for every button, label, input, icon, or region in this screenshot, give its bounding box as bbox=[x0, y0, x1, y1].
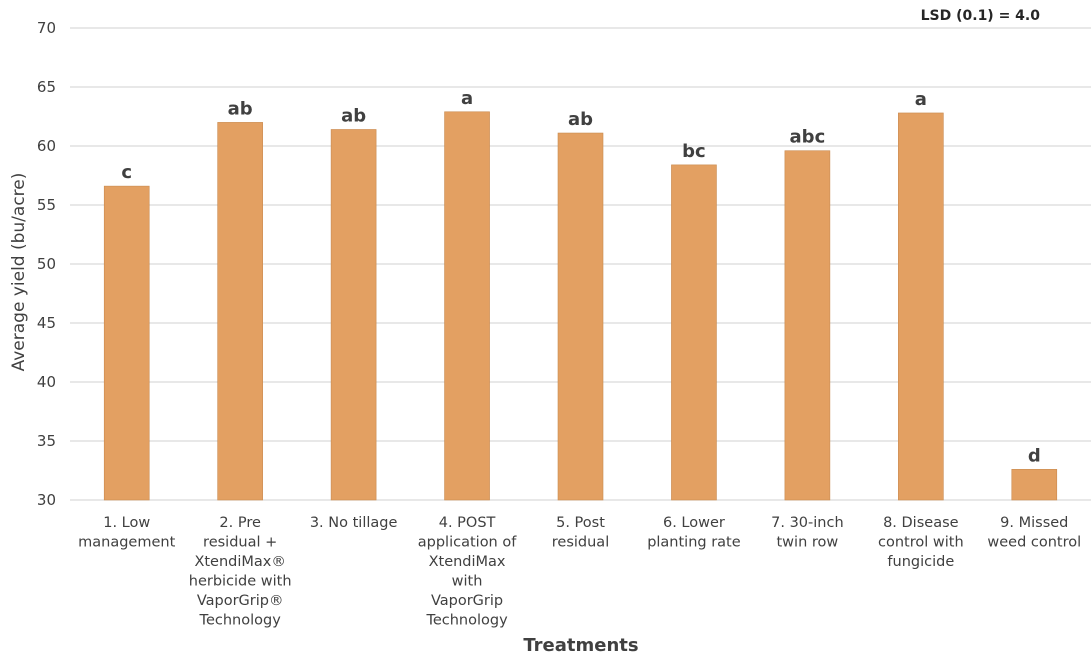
y-tick-label: 60 bbox=[37, 137, 56, 155]
x-category-label: 3. No tillage bbox=[310, 515, 398, 531]
y-tick-label: 70 bbox=[37, 19, 56, 37]
y-axis-title: Average yield (bu/acre) bbox=[9, 173, 29, 372]
x-category-label: XtendiMax bbox=[429, 554, 506, 570]
x-category-label: 2. Pre bbox=[219, 515, 261, 531]
data-label: a bbox=[915, 89, 927, 110]
bar bbox=[330, 129, 377, 501]
lsd-annotation: LSD (0.1) = 4.0 bbox=[921, 8, 1041, 24]
x-category-label: application of bbox=[418, 535, 517, 551]
bar bbox=[557, 132, 604, 501]
x-category-label: residual + bbox=[203, 535, 277, 551]
x-category-label: 9. Missed bbox=[1000, 515, 1068, 531]
x-category-labels: 1. Low management 2. Pre residual + XtendiMa… bbox=[78, 515, 1081, 629]
bars bbox=[103, 111, 1058, 501]
y-tick-label: 40 bbox=[37, 373, 56, 391]
x-category-label: 5. Post bbox=[556, 515, 605, 531]
x-category-label: management bbox=[78, 535, 175, 551]
x-category-label: VaporGrip bbox=[431, 593, 503, 609]
data-label: c bbox=[121, 162, 132, 183]
bar bbox=[1011, 469, 1058, 501]
x-category-label: 7. 30-inch bbox=[771, 515, 844, 531]
x-category-label: 1. Low bbox=[103, 515, 150, 531]
data-label: a bbox=[461, 88, 473, 109]
data-label: abc bbox=[790, 127, 826, 148]
y-tick-label: 50 bbox=[37, 255, 56, 273]
bar bbox=[103, 185, 150, 501]
data-label: ab bbox=[568, 109, 593, 130]
y-tick-labels: 30 35 40 45 50 55 60 65 70 bbox=[37, 19, 56, 509]
x-axis-title: Treatments bbox=[523, 635, 638, 656]
x-category-label: Technology bbox=[425, 613, 508, 629]
bar bbox=[217, 122, 263, 501]
y-tick-label: 65 bbox=[37, 78, 56, 96]
y-tick-label: 35 bbox=[37, 432, 56, 450]
x-category-label: XtendiMax® bbox=[194, 554, 285, 570]
data-label: d bbox=[1028, 445, 1041, 466]
x-category-label: Technology bbox=[199, 613, 282, 629]
x-category-label: planting rate bbox=[647, 535, 741, 551]
bar bbox=[898, 112, 944, 501]
data-label: bc bbox=[682, 141, 706, 162]
x-category-label: VaporGrip® bbox=[197, 593, 284, 609]
y-tick-label: 30 bbox=[37, 491, 56, 509]
y-tick-label: 55 bbox=[37, 196, 56, 214]
bar bbox=[784, 150, 831, 501]
bar bbox=[671, 164, 717, 501]
x-category-label: fungicide bbox=[887, 554, 954, 570]
bar bbox=[444, 111, 490, 501]
x-category-label: with bbox=[452, 574, 483, 590]
x-category-label: twin row bbox=[777, 535, 839, 551]
x-category-label: 8. Disease bbox=[883, 515, 959, 531]
data-label: ab bbox=[341, 105, 366, 126]
x-category-label: control with bbox=[878, 535, 964, 551]
x-category-label: herbicide with bbox=[189, 574, 292, 590]
data-labels: c ab ab a ab bc abc a d bbox=[121, 88, 1040, 467]
x-category-label: 6. Lower bbox=[663, 515, 725, 531]
y-tick-label: 45 bbox=[37, 314, 56, 332]
x-category-label: residual bbox=[552, 535, 609, 551]
x-category-label: weed control bbox=[987, 535, 1081, 551]
data-label: ab bbox=[228, 98, 253, 119]
x-category-label: 4. POST bbox=[439, 515, 496, 531]
